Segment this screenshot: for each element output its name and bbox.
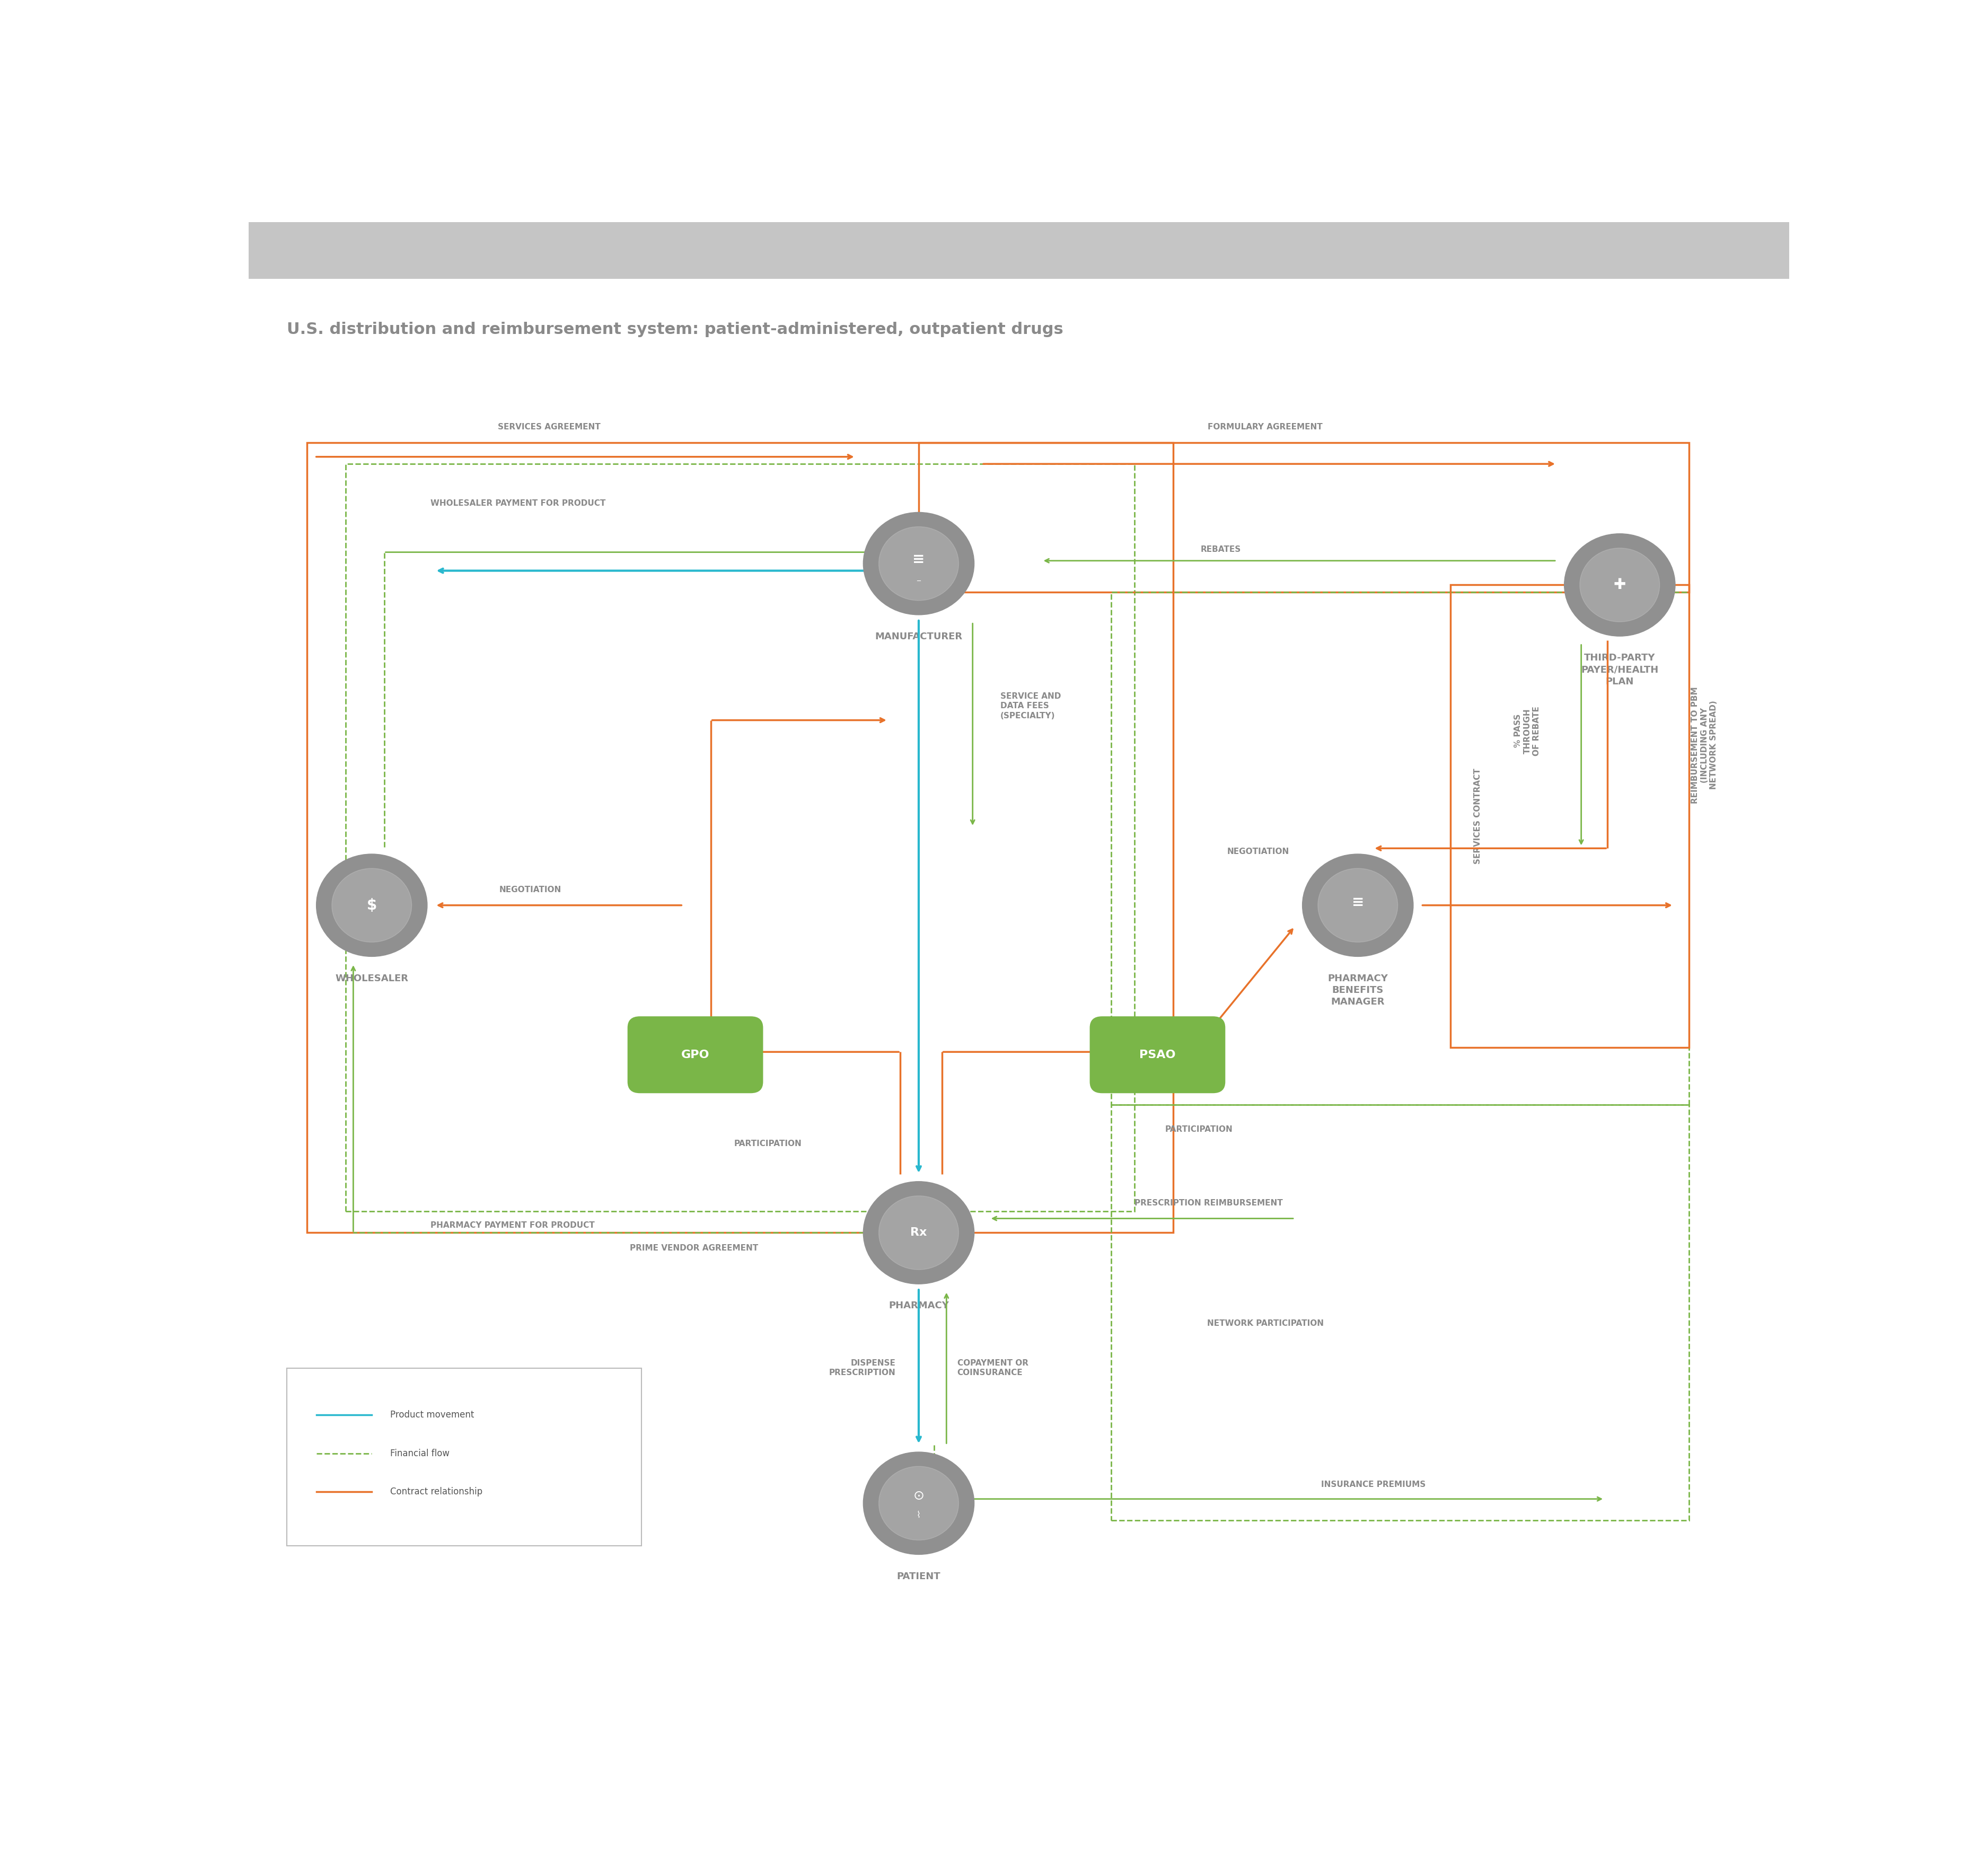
Circle shape [863, 1182, 974, 1283]
Circle shape [879, 1466, 958, 1540]
Circle shape [863, 512, 974, 616]
Circle shape [1565, 534, 1676, 636]
Text: PSAO: PSAO [1139, 1050, 1175, 1059]
Text: FORMULARY AGREEMENT: FORMULARY AGREEMENT [1209, 423, 1322, 431]
Text: REBATES: REBATES [1201, 545, 1241, 553]
Text: PRIME VENDOR AGREEMENT: PRIME VENDOR AGREEMENT [630, 1244, 757, 1252]
Text: Financial flow: Financial flow [390, 1448, 449, 1459]
Text: ⊙: ⊙ [912, 1490, 924, 1503]
Circle shape [863, 1451, 974, 1555]
Text: COPAYMENT OR
COINSURANCE: COPAYMENT OR COINSURANCE [958, 1359, 1028, 1378]
Bar [248, 222, 1789, 279]
Circle shape [316, 854, 427, 956]
Text: $: $ [366, 899, 378, 913]
Text: NEGOTIATION: NEGOTIATION [1227, 847, 1288, 856]
Text: ≡: ≡ [1352, 895, 1364, 910]
Text: WHOLESALER: WHOLESALER [336, 974, 408, 984]
Text: WHOLESALER PAYMENT FOR PRODUCT: WHOLESALER PAYMENT FOR PRODUCT [429, 499, 606, 507]
Text: SERVICES CONTRACT: SERVICES CONTRACT [1473, 769, 1481, 863]
Text: % PASS
THROUGH
OF REBATE: % PASS THROUGH OF REBATE [1515, 706, 1541, 756]
Text: NEGOTIATION: NEGOTIATION [499, 886, 561, 893]
Text: GPO: GPO [682, 1050, 710, 1059]
Circle shape [1302, 854, 1413, 956]
Text: PHARMACY
BENEFITS
MANAGER: PHARMACY BENEFITS MANAGER [1328, 974, 1388, 1006]
Text: NETWORK PARTICIPATION: NETWORK PARTICIPATION [1207, 1320, 1324, 1328]
Circle shape [879, 1196, 958, 1270]
Circle shape [1318, 869, 1398, 943]
Text: PHARMACY: PHARMACY [889, 1302, 948, 1311]
Text: _: _ [916, 573, 920, 582]
Text: ✚: ✚ [1614, 577, 1626, 592]
FancyBboxPatch shape [1089, 1017, 1225, 1093]
Text: PRESCRIPTION REIMBURSEMENT: PRESCRIPTION REIMBURSEMENT [1135, 1200, 1282, 1207]
Text: Product movement: Product movement [390, 1411, 475, 1420]
Text: DISPENSE
PRESCRIPTION: DISPENSE PRESCRIPTION [829, 1359, 895, 1378]
FancyBboxPatch shape [628, 1017, 763, 1093]
Text: REIMBURSEMENT TO PBM
(INCLUDING ANY
NETWORK SPREAD): REIMBURSEMENT TO PBM (INCLUDING ANY NETW… [1692, 686, 1718, 804]
Text: SERVICE AND
DATA FEES
(SPECIALTY): SERVICE AND DATA FEES (SPECIALTY) [1000, 692, 1062, 719]
Text: PHARMACY PAYMENT FOR PRODUCT: PHARMACY PAYMENT FOR PRODUCT [429, 1222, 594, 1230]
Text: PARTICIPATION: PARTICIPATION [734, 1139, 801, 1148]
Circle shape [879, 527, 958, 601]
Text: MANUFACTURER: MANUFACTURER [875, 632, 962, 642]
Text: U.S. distribution and reimbursement system: patient-administered, outpatient dru: U.S. distribution and reimbursement syst… [286, 322, 1064, 337]
Text: ≡: ≡ [912, 551, 924, 568]
Text: SERVICES AGREEMENT: SERVICES AGREEMENT [497, 423, 600, 431]
Text: Contract relationship: Contract relationship [390, 1487, 483, 1496]
Text: PRODUCT SHIPMENT: PRODUCT SHIPMENT [865, 555, 958, 564]
Text: INSURANCE PREMIUMS: INSURANCE PREMIUMS [1320, 1481, 1425, 1488]
Circle shape [332, 869, 412, 943]
Text: Rx: Rx [911, 1228, 926, 1239]
Text: THIRD-PARTY
PAYER/HEALTH
PLAN: THIRD-PARTY PAYER/HEALTH PLAN [1580, 653, 1658, 686]
Circle shape [1580, 547, 1660, 621]
Text: PARTICIPATION: PARTICIPATION [1165, 1126, 1233, 1133]
FancyBboxPatch shape [286, 1368, 642, 1546]
Text: ⌇: ⌇ [916, 1511, 920, 1520]
Text: PATIENT: PATIENT [897, 1572, 940, 1581]
